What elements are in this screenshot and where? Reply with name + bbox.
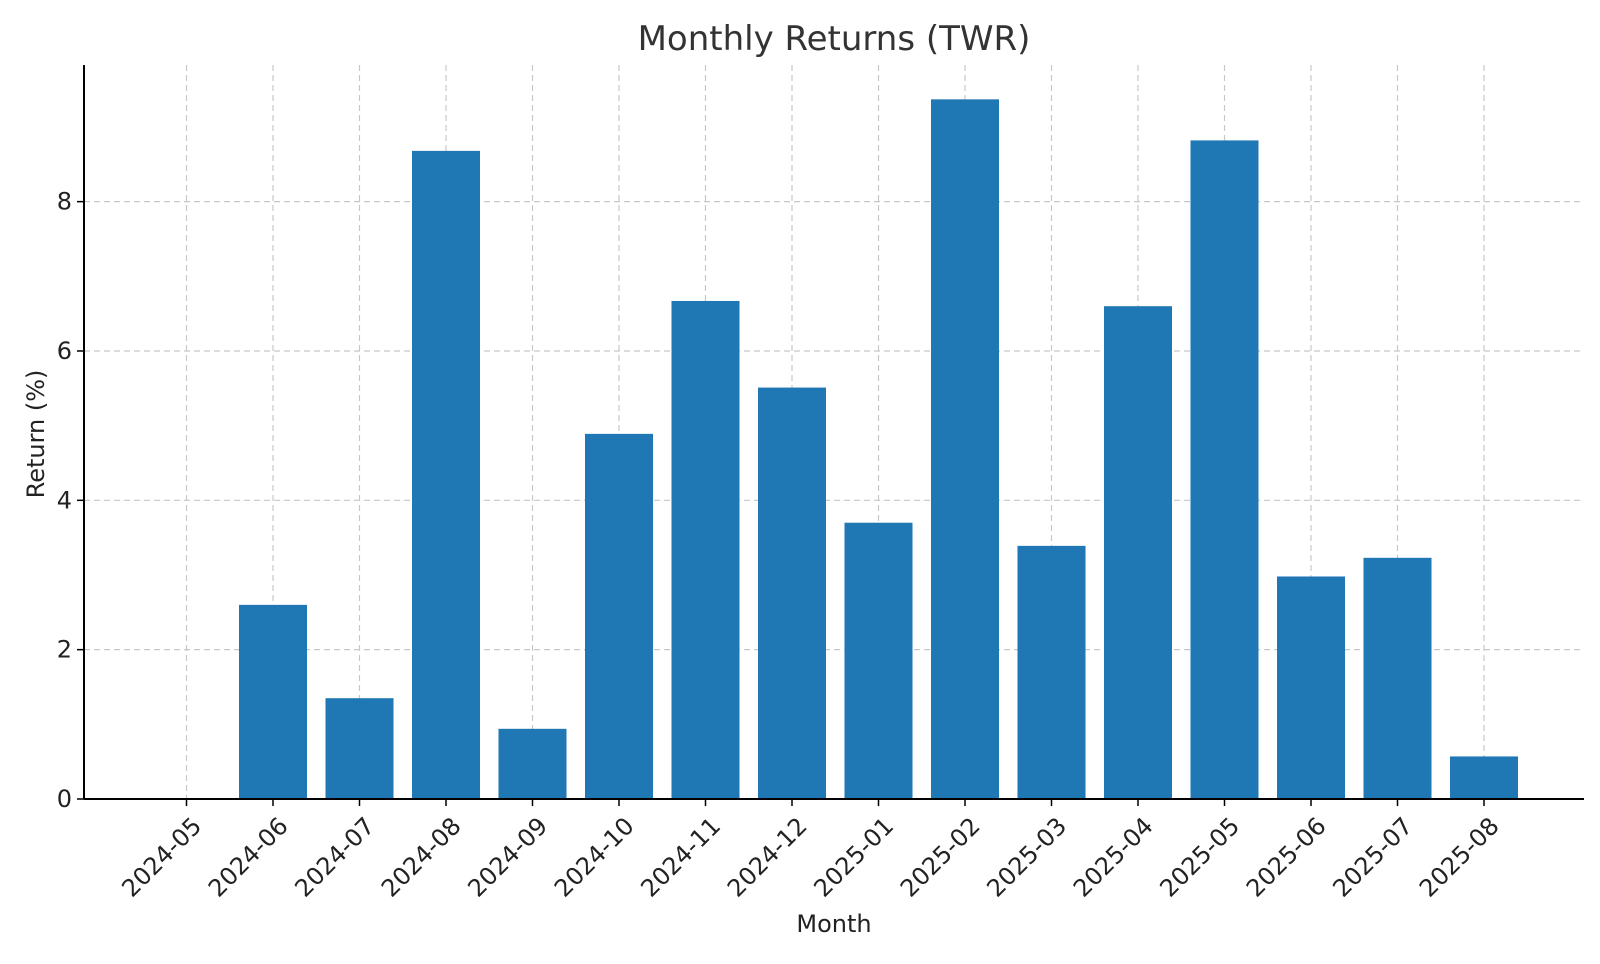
x-tick-label: 2025-08: [1414, 812, 1505, 903]
x-tick-label: 2025-05: [1154, 812, 1245, 903]
x-tick-label: 2024-09: [462, 812, 553, 903]
x-tick-label: 2025-07: [1327, 812, 1418, 903]
chart-title: Monthly Returns (TWR): [638, 19, 1031, 59]
bar-2024-11: [671, 300, 740, 799]
bar-2024-08: [412, 150, 480, 800]
y-tick-label: 8: [57, 188, 72, 216]
y-axis-label: Return (%): [22, 370, 50, 499]
grid-lines: [84, 65, 1584, 799]
x-tick-label: 2024-08: [376, 812, 467, 903]
x-tick-label: 2025-04: [1068, 812, 1159, 903]
x-tick-label: 2024-07: [289, 812, 380, 903]
x-tick-label: 2024-05: [116, 812, 207, 903]
bar-2024-07: [325, 698, 394, 799]
y-tick-label: 4: [57, 486, 72, 514]
bar-2025-05: [1190, 140, 1259, 799]
x-tick-label: 2025-02: [895, 812, 986, 903]
x-axis-label: Month: [796, 910, 871, 938]
bar-2025-04: [1104, 306, 1172, 799]
bar-2024-10: [585, 433, 653, 799]
y-tick-label: 2: [57, 636, 72, 664]
bar-2024-12: [758, 387, 826, 799]
bar-2024-09: [498, 728, 567, 799]
bar-2025-07: [1363, 557, 1432, 799]
x-tick-label: 2025-06: [1241, 812, 1332, 903]
x-tick-label: 2024-06: [203, 812, 294, 903]
bar-2025-06: [1277, 576, 1345, 799]
x-tick-label: 2024-11: [635, 812, 726, 903]
bar-2025-08: [1450, 756, 1518, 799]
x-tick-label: 2024-10: [549, 812, 640, 903]
bars: [239, 99, 1518, 800]
bar-2025-01: [844, 522, 913, 799]
bar-2024-06: [239, 604, 307, 799]
bar-2025-03: [1017, 545, 1086, 799]
x-tick-label: 2025-03: [981, 812, 1072, 903]
y-tick-label: 0: [57, 785, 72, 813]
x-tick-label: 2025-01: [808, 812, 899, 903]
axes: [77, 65, 1584, 806]
y-tick-label: 6: [57, 337, 72, 365]
bar-2025-02: [931, 99, 999, 800]
x-tick-label: 2024-12: [722, 812, 813, 903]
